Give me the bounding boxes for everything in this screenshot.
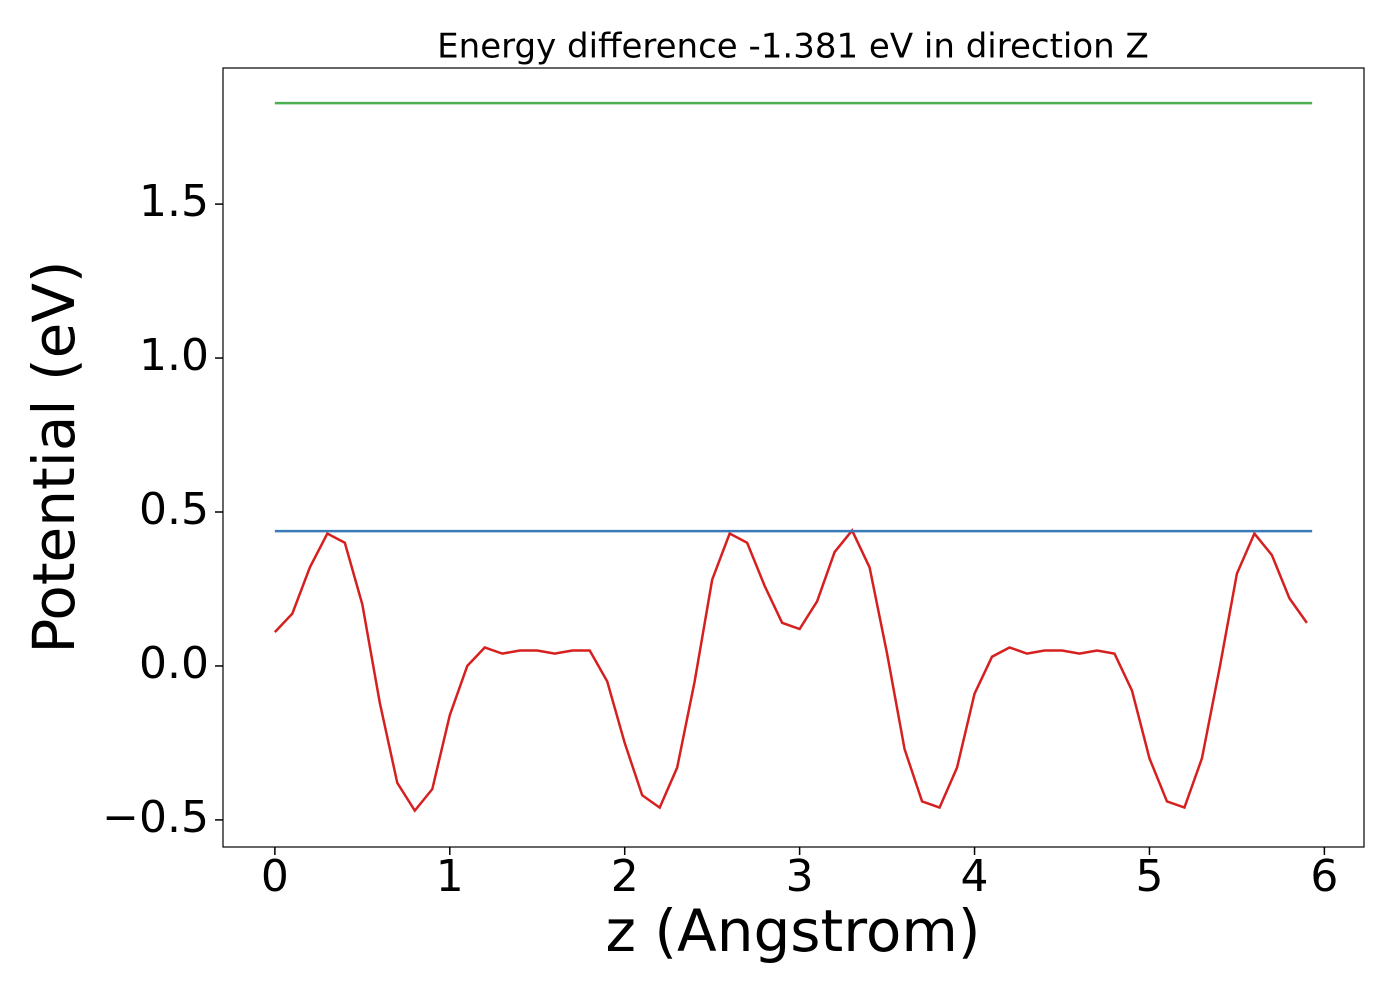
x-tick-label: 3 [786, 851, 814, 902]
x-tick-label: 2 [611, 851, 639, 902]
x-tick-label: 0 [261, 851, 289, 902]
chart-title: Energy difference -1.381 eV in direction… [437, 27, 1149, 67]
y-tick-label: −0.5 [102, 792, 209, 843]
data-line [273, 528, 1308, 813]
x-tick-label: 4 [961, 851, 989, 902]
y-tick-label: 0.5 [139, 484, 209, 535]
y-tick-label: 1.5 [139, 176, 209, 227]
x-tick-label: 6 [1310, 851, 1338, 902]
x-tick-label: 1 [436, 851, 464, 902]
plot-frame [222, 67, 1365, 848]
x-tick-label: 5 [1135, 851, 1163, 902]
y-axis-label: Potential (eV) [20, 260, 88, 653]
y-tick-label: 1.0 [139, 330, 209, 381]
x-axis-label: z (Angstrom) [606, 897, 981, 965]
y-tick-label: 0.0 [139, 638, 209, 689]
